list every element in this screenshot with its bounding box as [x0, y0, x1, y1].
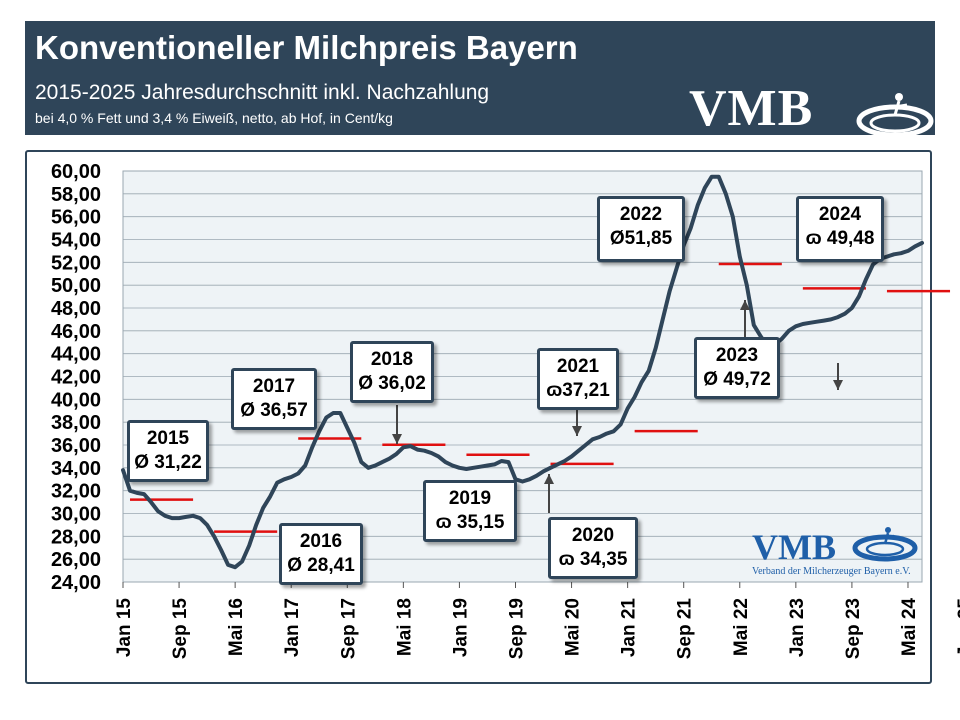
annotation-average: Ø 28,41: [287, 555, 355, 576]
header-banner: Konventioneller Milchpreis Bayern 2015-2…: [25, 21, 935, 138]
annotation-2016: 2016 Ø 28,41: [279, 523, 363, 585]
annotation-2024: 2024 ɷ 49,48: [796, 196, 884, 262]
pointer-arrow: [572, 410, 582, 436]
pointer-arrow: [740, 300, 750, 337]
x-tick-label: Sep 21: [675, 598, 696, 660]
y-tick-label: 46,00: [51, 321, 101, 343]
y-tick-label: 34,00: [51, 458, 101, 480]
annotation-year: 2021: [556, 356, 600, 377]
x-tick-label: Jan 19: [450, 598, 471, 657]
pointer-arrow: [392, 405, 402, 444]
vmb-footer-logo: VMB Verband der Milcherzeuger Bayern e.V…: [752, 526, 922, 582]
vmb-footer-logo-text: VMB: [752, 527, 836, 567]
annotation-2023: 2023 Ø 49,72: [694, 337, 780, 399]
y-tick-label: 36,00: [51, 435, 101, 457]
y-tick-label: 26,00: [51, 549, 101, 571]
x-tick-label: Mai 20: [563, 598, 584, 656]
annotation-2018: 2018 Ø 36,02: [350, 341, 434, 403]
chart-note: bei 4,0 % Fett und 3,4 % Eiweiß, netto, …: [35, 110, 393, 126]
annotation-2017: 2017 Ø 36,57: [231, 368, 317, 430]
x-tick-label: Jan 23: [787, 598, 808, 657]
annotation-2021: 2021 ɷ37,21: [537, 348, 619, 410]
annotation-average: ɷ37,21: [546, 380, 610, 401]
x-tick-label: Sep 19: [506, 598, 527, 659]
annotation-average: ɷ 34,35: [558, 549, 628, 570]
y-tick-label: 28,00: [51, 526, 101, 548]
vmb-logo-mark-icon: [856, 93, 934, 138]
x-tick-label: Mai 16: [226, 598, 247, 656]
chart-subtitle: 2015-2025 Jahresdurchschnitt inkl. Nachz…: [35, 81, 490, 104]
annotation-average: Ø51,85: [609, 228, 673, 249]
x-tick-label: Sep 23: [843, 598, 864, 659]
x-tick-label: Mai 18: [394, 598, 415, 656]
annotation-2019: 2019 ɷ 35,15: [423, 480, 517, 542]
y-tick-label: 44,00: [51, 344, 101, 366]
x-tick-label: Jan 25: [955, 598, 960, 658]
vmb-footer-logo-mark-icon: [852, 527, 918, 562]
x-tick-label: Mai 24: [899, 598, 920, 657]
y-tick-label: 40,00: [51, 389, 101, 411]
annotation-average: Ø 36,02: [358, 373, 426, 394]
annotation-year: 2016: [299, 531, 343, 552]
annotation-year: 2020: [571, 525, 615, 546]
pointer-arrow: [544, 474, 554, 513]
annotation-average: Ø 31,22: [134, 452, 202, 473]
y-tick-label: 60,00: [51, 161, 101, 183]
annotation-year: 2018: [370, 349, 414, 370]
annotation-year: 2015: [146, 428, 190, 449]
annotation-2015: 2015 Ø 31,22: [127, 420, 209, 482]
annotation-average: Ø 36,57: [240, 400, 308, 421]
annotation-average: ɷ 35,15: [435, 512, 505, 533]
annotation-year: 2019: [448, 488, 492, 509]
y-tick-label: 58,00: [51, 184, 101, 206]
chart-frame: [25, 150, 932, 684]
annotation-2020: 2020 ɷ 34,35: [548, 517, 638, 579]
y-tick-label: 52,00: [51, 252, 101, 274]
chart-title: Konventioneller Milchpreis Bayern: [35, 29, 578, 66]
annotation-year: 2024: [818, 204, 862, 225]
vmb-footer-tagline: Verband der Milcherzeuger Bayern e.V.: [752, 566, 911, 577]
vmb-logo: VMB: [689, 80, 814, 137]
y-tick-label: 42,00: [51, 367, 101, 389]
annotation-2022: 2022 Ø51,85: [597, 196, 685, 262]
y-tick-label: 30,00: [51, 504, 101, 526]
x-tick-label: Mai 22: [731, 598, 752, 656]
y-tick-label: 38,00: [51, 412, 101, 434]
pointer-arrow: [833, 363, 843, 390]
x-tick-label: Sep 15: [170, 598, 191, 660]
y-tick-label: 48,00: [51, 298, 101, 320]
milk-price-line: [121, 174, 924, 570]
x-tick-label: Sep 17: [338, 598, 359, 659]
x-tick-label: Jan 15: [114, 598, 135, 658]
annotation-year: 2023: [715, 345, 759, 366]
y-tick-label: 24,00: [51, 572, 101, 594]
annotation-average: ɷ 49,48: [805, 228, 875, 249]
annotation-average: Ø 49,72: [703, 369, 771, 390]
x-tick-label: Jan 21: [619, 598, 640, 658]
y-tick-label: 54,00: [51, 230, 101, 252]
y-tick-label: 50,00: [51, 275, 101, 297]
y-tick-label: 32,00: [51, 481, 101, 503]
annotation-year: 2017: [252, 376, 296, 397]
x-tick-label: Jan 17: [282, 598, 303, 657]
y-tick-label: 56,00: [51, 207, 101, 229]
annotation-year: 2022: [619, 204, 663, 225]
